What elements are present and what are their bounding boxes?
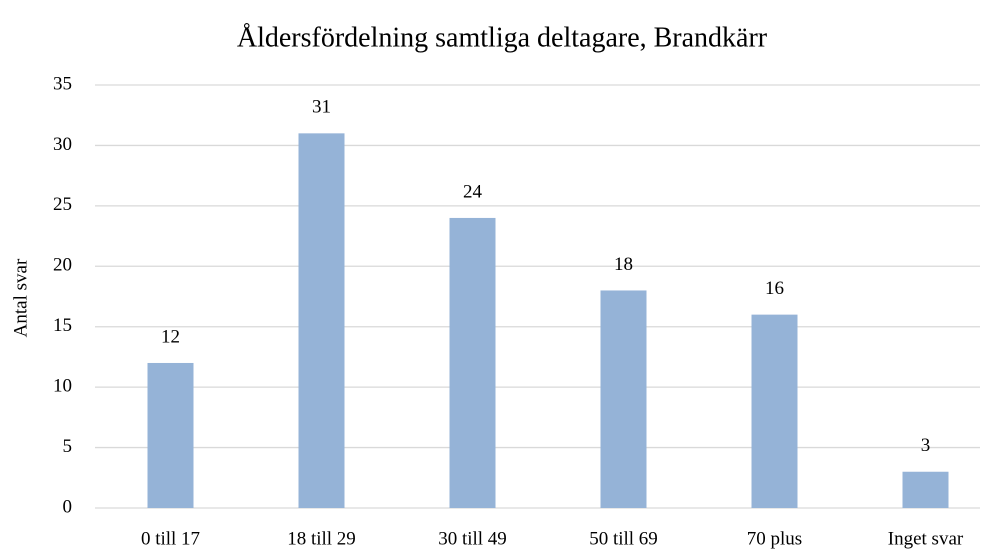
x-tick-label: 0 till 17	[141, 528, 200, 549]
y-tick-label: 5	[63, 436, 73, 457]
x-tick-label: 18 till 29	[287, 528, 356, 549]
y-tick-label: 20	[53, 255, 72, 276]
y-tick-label: 25	[53, 194, 72, 215]
y-tick-label: 10	[53, 376, 72, 397]
bar	[449, 217, 496, 508]
bar	[298, 133, 345, 509]
data-label: 16	[765, 278, 784, 299]
bar	[147, 362, 194, 508]
data-label: 31	[312, 97, 331, 118]
y-tick-label: 35	[53, 73, 72, 94]
y-tick-label: 15	[53, 315, 72, 336]
y-tick-label: 30	[53, 134, 72, 155]
x-tick-label: 50 till 69	[589, 528, 658, 549]
x-tick-label: 30 till 49	[438, 528, 507, 549]
x-tick-label: 70 plus	[747, 528, 802, 549]
data-label: 12	[161, 326, 180, 347]
data-label: 24	[463, 181, 483, 202]
x-tick-label: Inget svar	[888, 528, 964, 549]
y-axis-label: Antal svar	[10, 258, 31, 337]
bar	[600, 290, 647, 508]
y-tick-label: 0	[63, 496, 73, 517]
data-label: 3	[921, 435, 931, 456]
data-label: 18	[614, 254, 633, 275]
bar	[751, 314, 798, 508]
chart-title: Åldersfördelning samtliga deltagare, Bra…	[237, 22, 768, 53]
bar	[902, 471, 949, 508]
